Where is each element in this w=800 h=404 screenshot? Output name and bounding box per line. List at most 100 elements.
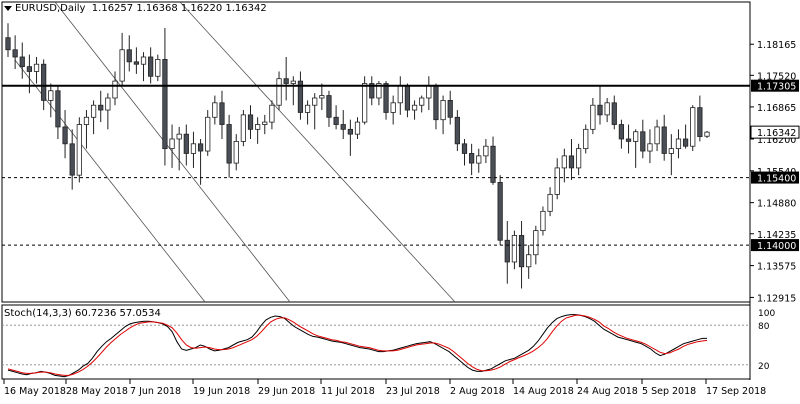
candle bbox=[269, 100, 275, 130]
stochastic-header: Stoch(14,3,3) 60.7236 57.0534 bbox=[4, 308, 161, 319]
candle-body-up bbox=[169, 138, 175, 150]
candle bbox=[440, 95, 446, 135]
candle-body-up bbox=[376, 83, 382, 99]
candle-body-up bbox=[440, 100, 446, 121]
candle bbox=[547, 187, 553, 217]
candle bbox=[511, 230, 518, 270]
candle-body-down bbox=[383, 83, 389, 113]
candle bbox=[247, 105, 254, 139]
candle bbox=[618, 119, 625, 149]
candle-body-down bbox=[447, 100, 453, 118]
candle-body-up bbox=[511, 235, 518, 263]
candle bbox=[98, 90, 104, 123]
candle-body-down bbox=[126, 49, 132, 63]
candle-body-up bbox=[533, 230, 539, 256]
candle bbox=[454, 110, 460, 152]
candle bbox=[90, 100, 97, 135]
candle bbox=[383, 81, 389, 120]
candle bbox=[326, 90, 332, 127]
candle bbox=[690, 105, 696, 152]
symbol-label: EURUSD,Daily bbox=[15, 3, 86, 14]
candle bbox=[362, 76, 368, 125]
candle bbox=[26, 54, 33, 94]
candle-body-up bbox=[262, 121, 268, 125]
candle-body-up bbox=[390, 102, 396, 113]
candle bbox=[497, 175, 503, 246]
candle bbox=[476, 148, 482, 173]
ohlc-values: 1.16257 1.16368 1.16220 1.16342 bbox=[91, 3, 267, 14]
candle bbox=[397, 76, 403, 115]
candle bbox=[176, 126, 182, 171]
stoch-signal-line bbox=[7, 314, 708, 376]
candle-body-down bbox=[326, 95, 332, 118]
candle-body-up bbox=[140, 56, 147, 65]
candle bbox=[183, 124, 189, 166]
candle bbox=[419, 95, 425, 113]
candle bbox=[112, 71, 118, 106]
candle-body-down bbox=[247, 114, 254, 130]
candle-body-down bbox=[133, 61, 139, 65]
x-tick-label: 2 Aug 2018 bbox=[450, 386, 505, 397]
candle-body-up bbox=[304, 104, 311, 113]
candle-body-down bbox=[568, 155, 575, 169]
chevron-down-icon[interactable] bbox=[4, 5, 12, 11]
candle-body-up bbox=[190, 143, 197, 154]
candle-body-up bbox=[419, 97, 425, 106]
candle bbox=[333, 105, 339, 130]
candle bbox=[297, 71, 304, 120]
candle bbox=[312, 93, 318, 130]
candle-body-down bbox=[618, 124, 625, 140]
candle-body-up bbox=[668, 148, 674, 154]
candle bbox=[647, 129, 653, 164]
candle-body-down bbox=[404, 85, 411, 111]
candle-body-down bbox=[490, 145, 496, 183]
candle bbox=[233, 134, 239, 171]
candle bbox=[597, 85, 603, 125]
candle bbox=[697, 95, 703, 142]
y-tick-label: 1.13575 bbox=[757, 262, 796, 273]
candle bbox=[276, 71, 282, 111]
candle bbox=[33, 56, 40, 84]
candle-body-up bbox=[76, 124, 82, 176]
level-label-box bbox=[751, 171, 799, 184]
candle-body-up bbox=[561, 155, 567, 169]
candle-body-up bbox=[476, 155, 482, 164]
candle-body-down bbox=[333, 116, 339, 125]
candle bbox=[5, 23, 11, 57]
candle-body-up bbox=[83, 116, 90, 125]
candle-body-down bbox=[55, 90, 61, 128]
candle-body-down bbox=[19, 56, 25, 68]
candle bbox=[283, 56, 289, 101]
y-tick-label: 1.16200 bbox=[757, 135, 796, 146]
candle-body-up bbox=[290, 80, 296, 84]
stoch-main-line bbox=[7, 314, 707, 378]
candle-body-down bbox=[148, 56, 154, 77]
candle-body-up bbox=[176, 133, 182, 140]
candle-body-up bbox=[483, 145, 489, 157]
candle bbox=[583, 124, 589, 154]
candle-body-down bbox=[697, 107, 703, 137]
candle-body-down bbox=[433, 85, 439, 121]
candle bbox=[133, 47, 139, 74]
candle-body-down bbox=[197, 143, 204, 152]
candle-body-up bbox=[269, 104, 275, 123]
candle-body-down bbox=[226, 124, 232, 164]
candle-body-up bbox=[547, 194, 553, 212]
candle-body-up bbox=[119, 49, 125, 82]
stoch-tick-label: 20 bbox=[758, 362, 770, 372]
candle bbox=[390, 95, 396, 125]
x-tick-label: 5 Sep 2018 bbox=[642, 386, 696, 397]
candle bbox=[212, 95, 218, 125]
candle bbox=[190, 131, 197, 168]
candle bbox=[55, 85, 61, 139]
candle bbox=[576, 143, 582, 176]
level-label: 1.15400 bbox=[757, 174, 796, 185]
candle-body-down bbox=[369, 83, 375, 99]
candle bbox=[240, 110, 246, 147]
candle bbox=[411, 100, 418, 120]
candle bbox=[19, 42, 25, 79]
x-tick-label: 7 Jun 2018 bbox=[130, 386, 181, 397]
candle bbox=[76, 117, 82, 183]
candle bbox=[518, 220, 525, 289]
